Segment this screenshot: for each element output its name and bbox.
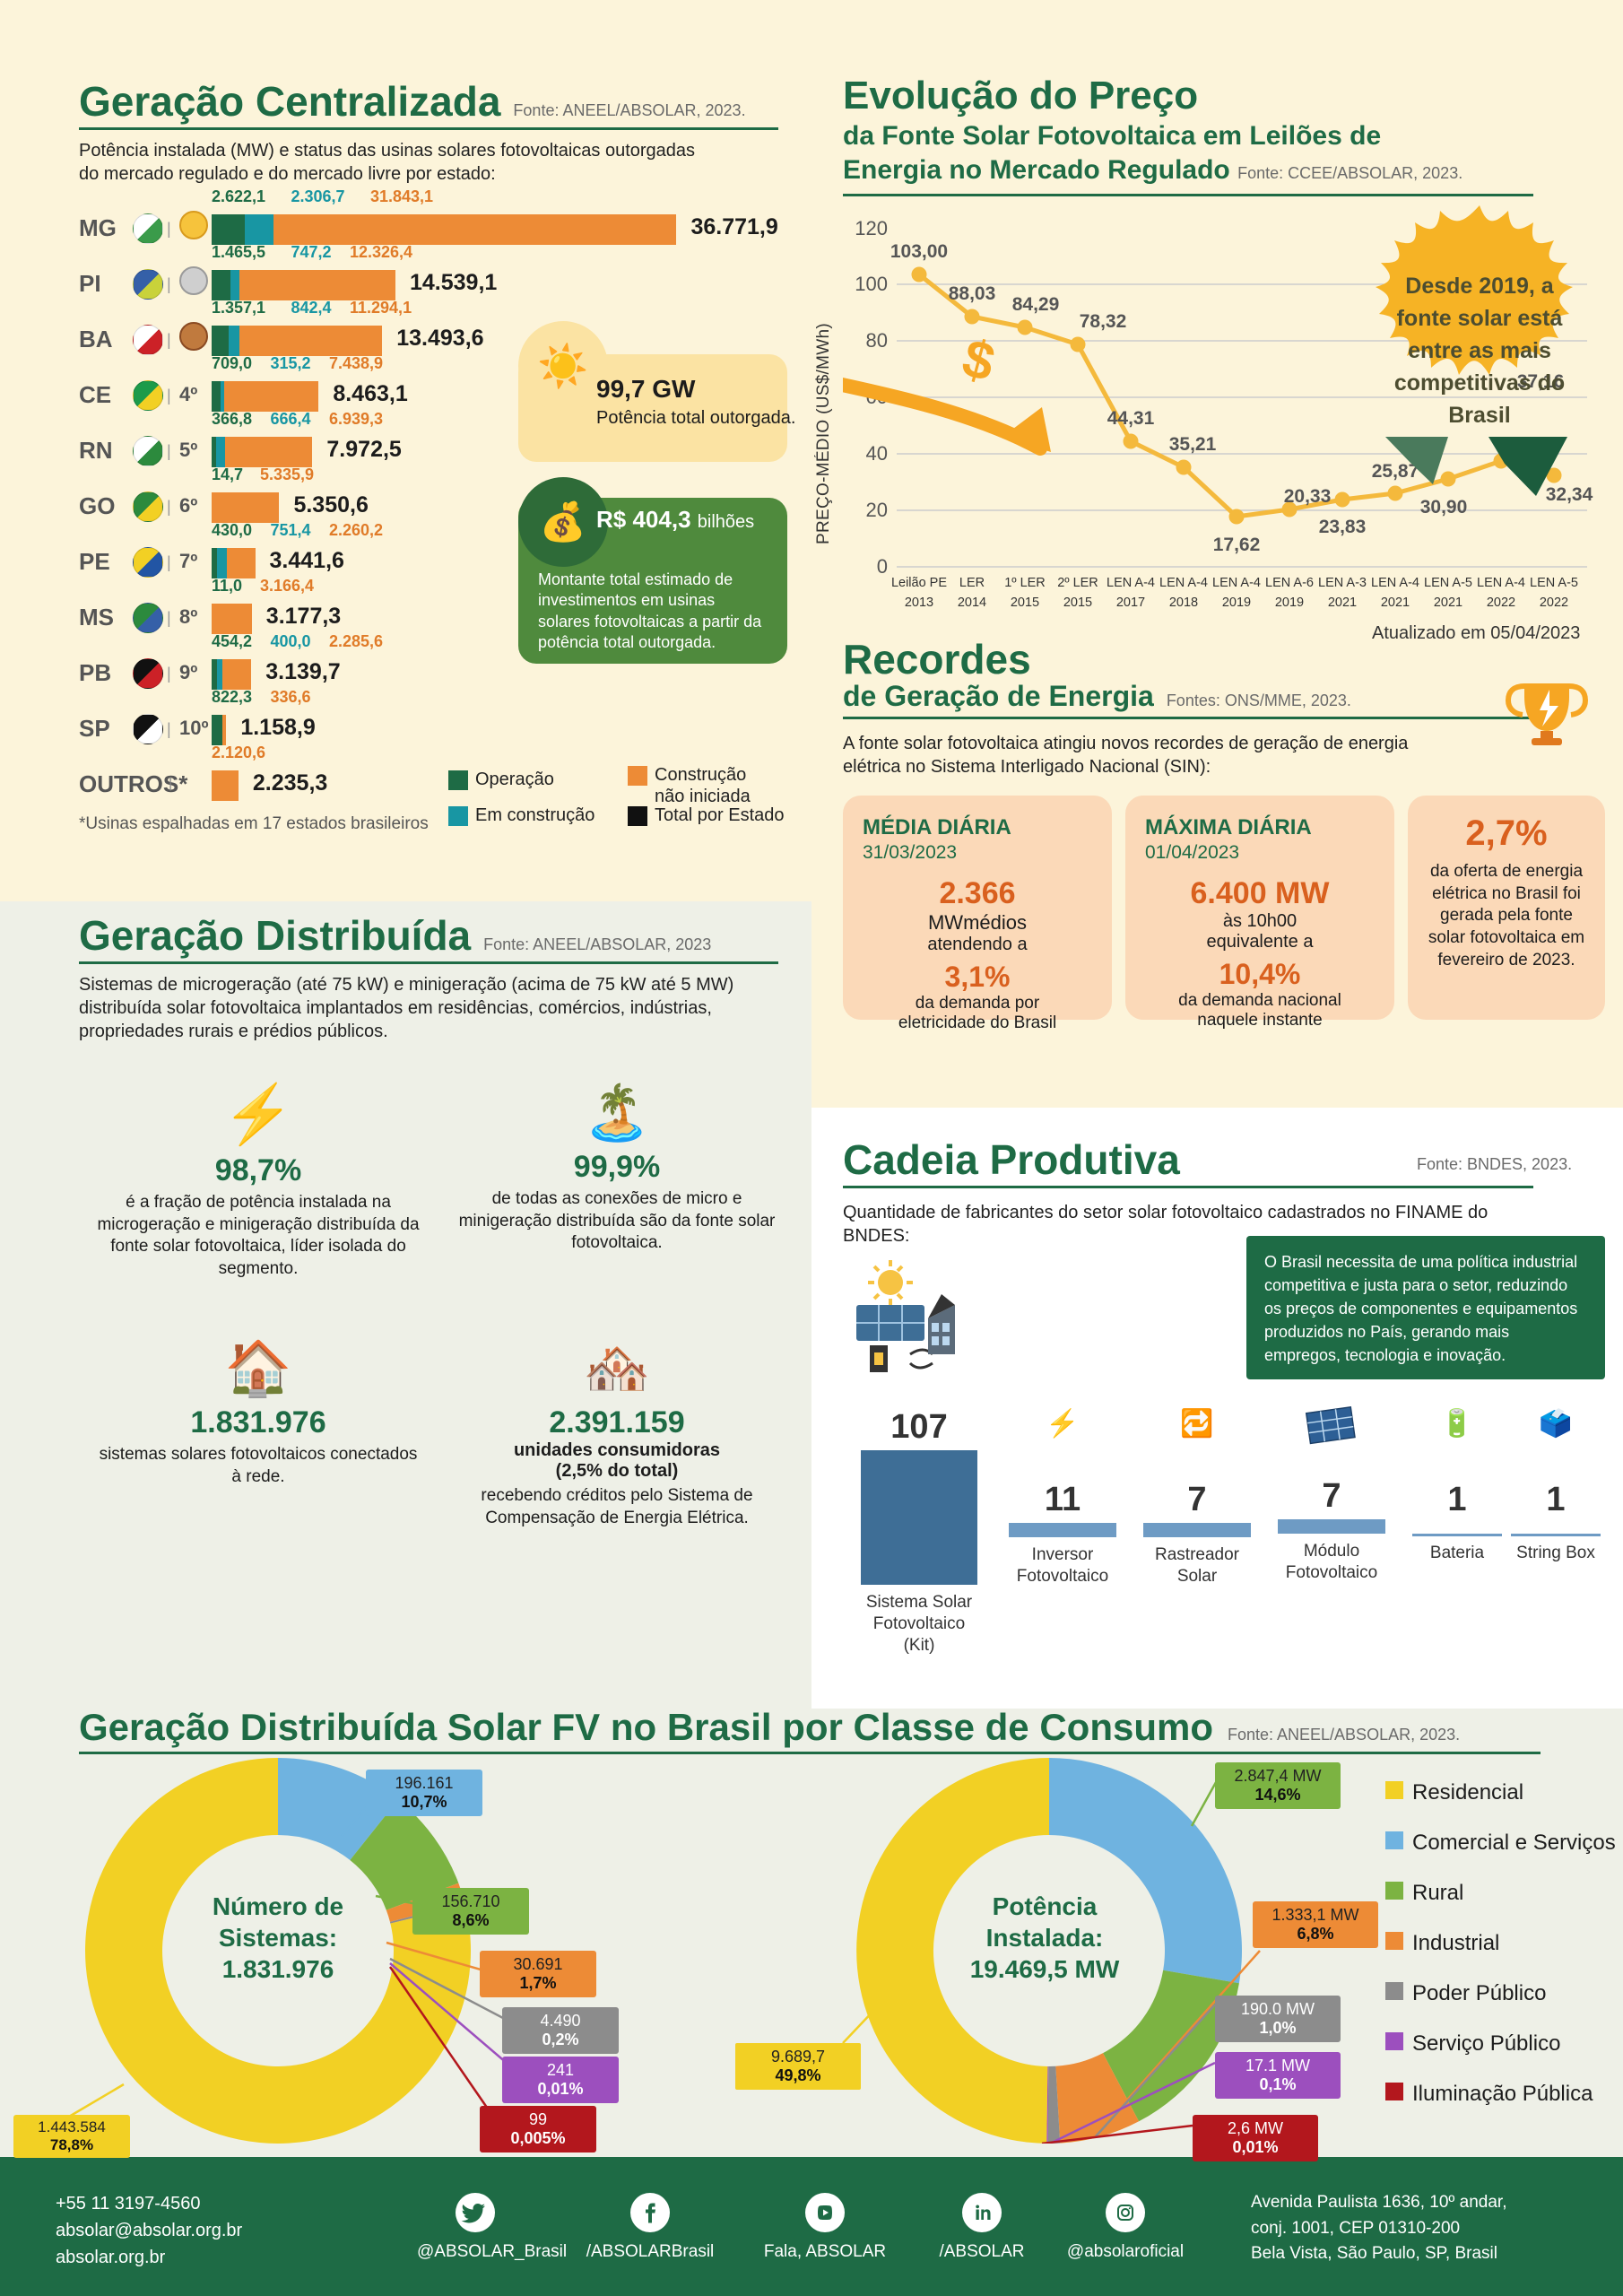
svg-text:$: $ xyxy=(957,327,1002,393)
svg-text:17,62: 17,62 xyxy=(1213,535,1261,555)
svg-text:LER: LER xyxy=(959,576,985,590)
svg-text:2021: 2021 xyxy=(1434,596,1462,610)
svg-text:Brasil: Brasil xyxy=(1448,403,1510,428)
svg-text:LEN A-4: LEN A-4 xyxy=(1159,576,1208,590)
svg-text:20,33: 20,33 xyxy=(1284,486,1332,507)
svg-text:LEN A-4: LEN A-4 xyxy=(1212,576,1261,590)
svg-text:78,32: 78,32 xyxy=(1080,311,1127,332)
svg-text:2018: 2018 xyxy=(1169,596,1198,610)
svg-text:40: 40 xyxy=(866,442,888,465)
svg-text:84,29: 84,29 xyxy=(1012,294,1060,315)
svg-text:Desde 2019, a: Desde 2019, a xyxy=(1405,274,1554,299)
svg-text:LEN A-5: LEN A-5 xyxy=(1530,576,1578,590)
svg-text:LEN A-4: LEN A-4 xyxy=(1477,576,1525,590)
svg-text:2021: 2021 xyxy=(1381,596,1410,610)
svg-text:2019: 2019 xyxy=(1222,596,1251,610)
svg-text:LEN A-5: LEN A-5 xyxy=(1424,576,1472,590)
svg-text:0: 0 xyxy=(877,555,888,578)
svg-text:LEN A-3: LEN A-3 xyxy=(1318,576,1367,590)
svg-text:2013: 2013 xyxy=(905,596,933,610)
svg-text:1º LER: 1º LER xyxy=(1004,576,1046,590)
svg-text:2017: 2017 xyxy=(1116,596,1145,610)
svg-text:2014: 2014 xyxy=(958,596,986,610)
svg-text:2021: 2021 xyxy=(1328,596,1357,610)
svg-text:2022: 2022 xyxy=(1540,596,1568,610)
svg-text:competitivas do: competitivas do xyxy=(1394,370,1565,396)
svg-text:LEN A-6: LEN A-6 xyxy=(1265,576,1314,590)
svg-text:LEN A-4: LEN A-4 xyxy=(1107,576,1155,590)
svg-text:fonte solar está: fonte solar está xyxy=(1397,306,1563,331)
svg-text:100: 100 xyxy=(855,273,888,295)
svg-text:2º LER: 2º LER xyxy=(1057,576,1098,590)
svg-text:103,00: 103,00 xyxy=(890,241,948,262)
svg-text:80: 80 xyxy=(866,329,888,352)
svg-text:LEN A-4: LEN A-4 xyxy=(1371,576,1419,590)
svg-text:2015: 2015 xyxy=(1011,596,1039,610)
svg-text:20: 20 xyxy=(866,499,888,521)
svg-text:entre as mais: entre as mais xyxy=(1408,338,1551,363)
svg-text:23,83: 23,83 xyxy=(1319,517,1367,537)
svg-text:2015: 2015 xyxy=(1063,596,1092,610)
svg-text:2019: 2019 xyxy=(1275,596,1304,610)
svg-text:44,31: 44,31 xyxy=(1107,408,1155,429)
svg-text:Leilão PE: Leilão PE xyxy=(891,576,947,590)
svg-text:2022: 2022 xyxy=(1487,596,1515,610)
svg-text:88,03: 88,03 xyxy=(949,283,996,304)
svg-text:120: 120 xyxy=(855,217,888,239)
svg-text:35,21: 35,21 xyxy=(1169,434,1217,455)
